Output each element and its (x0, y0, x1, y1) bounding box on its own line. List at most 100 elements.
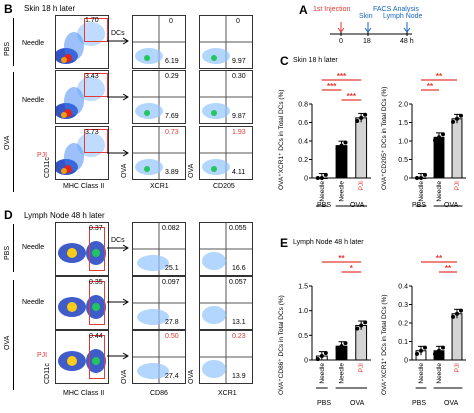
y-tick-label: 0 (404, 176, 408, 183)
x-tick-label: PJI (454, 363, 461, 373)
timeline-axis (330, 22, 412, 36)
y-tick-label: 0.2 (298, 157, 308, 164)
data-point (359, 323, 364, 328)
gate-arrow (107, 298, 129, 306)
sig-stars: ** (436, 254, 443, 263)
data-point (437, 135, 441, 140)
data-point (451, 119, 455, 124)
gate-value: 3.73 (85, 129, 99, 136)
axis-x-mhc: MHC Class II (63, 183, 105, 190)
quadrant-value: 0 (236, 18, 240, 25)
bar (355, 117, 368, 179)
group-bar-pbs-b (13, 18, 14, 66)
gate-label-dcs: DCs (111, 30, 125, 37)
facs-plot-main (55, 330, 109, 384)
axis-y-ova: OVA (121, 369, 128, 384)
timeline-title: FACS Analysis (373, 6, 419, 13)
data-point (423, 172, 427, 177)
quadrant-value: 0.29 (165, 73, 179, 80)
sig-stars: *** (347, 92, 357, 101)
panel-e-letter: E (280, 236, 289, 250)
axis-x-mhc: MHC Class II (63, 390, 105, 397)
group-label-pbs-d: PBS (4, 245, 11, 260)
data-point (339, 143, 344, 148)
chart-e-right: 0 0.1 0.2 0.3 0.4 Needle Needle PJI **** (398, 254, 466, 389)
data-point (343, 341, 348, 346)
data-point (415, 351, 419, 356)
facs-plot-quadrant (132, 15, 186, 69)
y-tick-label: 0.1 (398, 339, 408, 346)
y-tick-label: 0.5 (398, 157, 408, 164)
x-tick-label: Needle (339, 363, 346, 384)
row-label: Needle (22, 40, 45, 47)
facs-plot-quadrant (132, 222, 186, 276)
quadrant-value: 0.73 (165, 129, 179, 136)
data-point (441, 345, 445, 350)
group-label-pbs-e: PBS (317, 400, 332, 407)
group-bar-pbs-d (13, 224, 14, 272)
bar (451, 118, 463, 179)
timeline-tick-18: 18 (363, 38, 371, 45)
facs-plot-main (55, 70, 109, 124)
data-point (433, 351, 437, 356)
sig-stars: *** (327, 82, 337, 91)
data-point (319, 354, 324, 359)
row-label: Needle (22, 97, 45, 104)
quadrant-value: 3.89 (165, 169, 179, 176)
axis-x-xcr1: XCR1 (150, 183, 169, 190)
quadrant-value: 1.93 (232, 129, 246, 136)
y-tick-label: 1.5 (298, 284, 308, 291)
quadrant-value: 13.9 (232, 373, 246, 380)
axis-y-ova: OVA (188, 369, 195, 384)
data-point (459, 308, 463, 313)
group-label-ova-e2: OVA (444, 400, 459, 407)
group-label-ova-c: OVA (350, 202, 365, 209)
data-point (415, 176, 419, 180)
panel-c-letter: C (280, 54, 289, 68)
panel-b-title: Skin 18 h later (24, 4, 76, 13)
data-point (455, 116, 459, 121)
panel-d-title: Lymph Node 48 h later (24, 211, 105, 220)
panel-b-letter: B (4, 2, 13, 16)
y-tick-label: 0 (404, 358, 408, 365)
quadrant-value: 0.30 (232, 73, 246, 80)
timeline-label-ln: Lymph Node (383, 13, 423, 20)
quadrant-value: 0.50 (165, 333, 179, 340)
sig-stars: *** (337, 72, 347, 81)
facs-plot-quadrant (132, 126, 186, 180)
data-point (355, 326, 360, 331)
group-label-pbs-c: PBS (317, 202, 332, 209)
panel-a-letter: A (299, 3, 308, 17)
data-point (319, 176, 324, 180)
x-tick-label: PJI (358, 181, 365, 191)
data-point (339, 344, 344, 349)
sig-stars: ** (427, 82, 434, 91)
axis-y-e2: OVA⁺XCR1⁺ DCs in Total DCs (%) (381, 294, 388, 395)
y-tick-label: 0.4 (298, 139, 308, 146)
quadrant-value: 27.4 (165, 373, 179, 380)
x-tick-label: Needle (436, 363, 443, 384)
x-tick-label: PJI (358, 363, 365, 373)
gate-arrow (107, 37, 129, 45)
data-point (323, 172, 328, 177)
quadrant-value: 9.97 (232, 58, 246, 65)
data-point (315, 357, 320, 362)
gate-value: 0.35 (89, 279, 103, 286)
data-point (343, 140, 348, 145)
bar (433, 136, 445, 179)
axis-y-ova: OVA (188, 163, 195, 178)
data-point (423, 345, 427, 350)
group-label-ova-c2: OVA (444, 202, 459, 209)
facs-plot-quadrant (132, 330, 186, 384)
y-tick-label: 1.0 (398, 139, 408, 146)
data-point (419, 348, 423, 353)
x-tick-label: Needle (319, 181, 326, 202)
gate-value: 0.37 (89, 225, 103, 232)
quadrant-value: 0.055 (229, 225, 247, 232)
panel-d-letter: D (4, 208, 13, 222)
data-point (363, 320, 368, 325)
quadrant-value: 13.1 (232, 319, 246, 326)
group-label-pbs-e2: PBS (412, 400, 427, 407)
facs-plot-main (55, 276, 109, 330)
